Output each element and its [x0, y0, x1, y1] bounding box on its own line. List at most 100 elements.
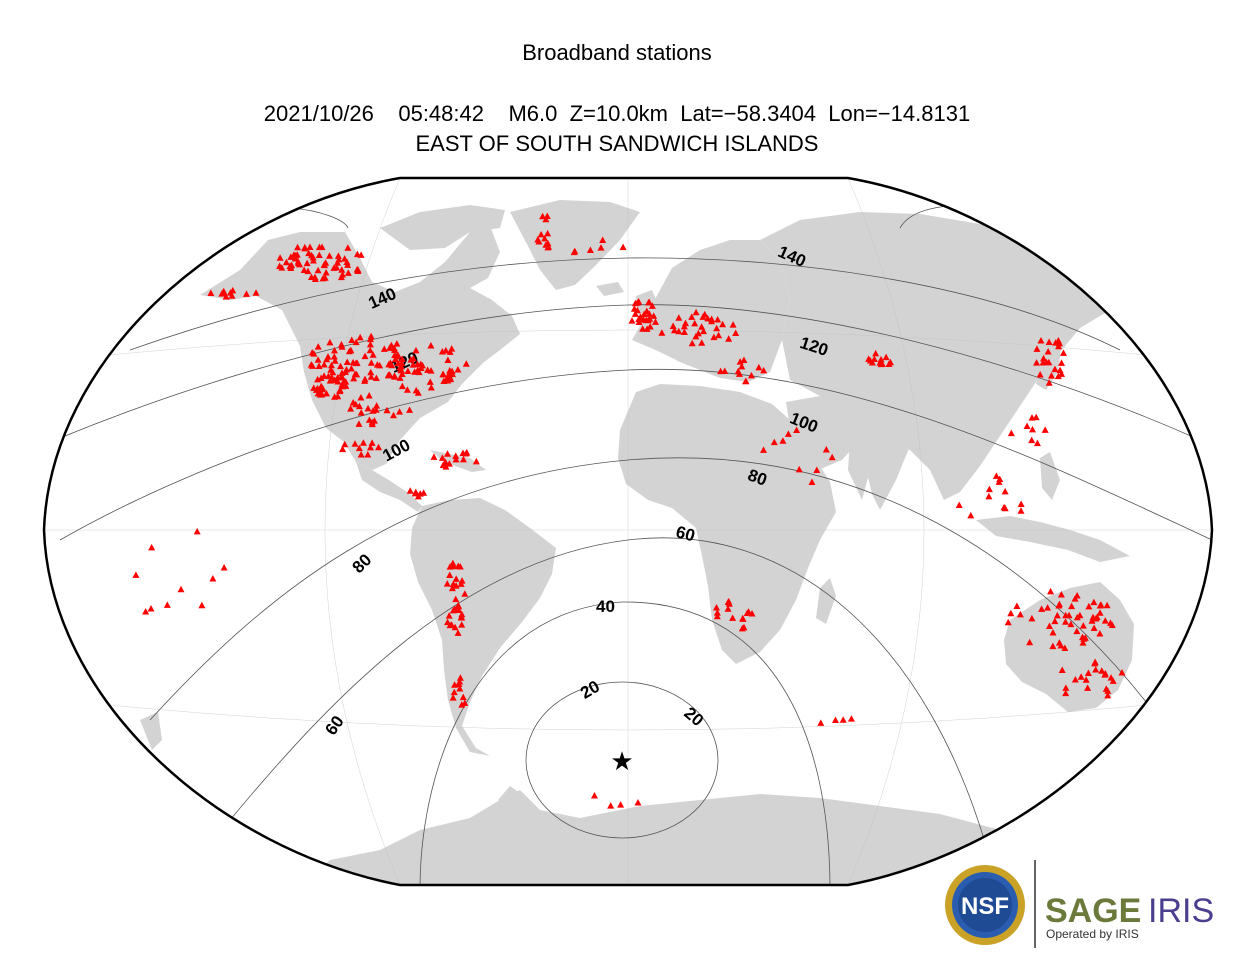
station-triangle-icon — [1047, 587, 1055, 595]
station-triangle-icon — [398, 382, 406, 390]
station-triangle-icon — [356, 333, 364, 341]
station-triangle-icon — [967, 511, 975, 519]
station-triangle-icon — [315, 251, 323, 258]
station-triangle-icon — [1001, 504, 1009, 512]
station-triangle-icon — [1057, 642, 1065, 649]
station-triangle-icon — [373, 402, 381, 409]
station-triangle-icon — [357, 450, 365, 458]
station-triangle-icon — [394, 351, 402, 358]
station-triangle-icon — [309, 257, 317, 264]
station-triangle-icon — [462, 360, 470, 367]
station-triangle-icon — [326, 338, 334, 346]
station-triangle-icon — [644, 316, 652, 324]
station-triangle-icon — [1106, 619, 1114, 626]
station-triangle-icon — [1045, 379, 1053, 386]
station-triangle-icon — [427, 341, 435, 349]
station-triangle-icon — [734, 367, 742, 375]
station-triangle-icon — [334, 373, 342, 381]
station-triangle-icon — [329, 368, 337, 376]
station-triangle-icon — [290, 251, 298, 259]
land-antarctic-peninsula — [498, 786, 524, 812]
station-triangle-icon — [322, 269, 330, 276]
land-africa — [618, 384, 836, 664]
station-triangle-icon — [347, 346, 355, 354]
station-triangle-icon — [1096, 629, 1104, 637]
station-triangle-icon — [454, 601, 462, 609]
station-triangle-icon — [1045, 358, 1053, 366]
land-india — [862, 420, 910, 510]
station-triangle-icon — [348, 336, 356, 343]
station-triangle-icon — [339, 445, 347, 453]
land-philippines — [1040, 452, 1060, 500]
station-triangle-icon — [1045, 338, 1053, 346]
land-south-america — [410, 498, 556, 756]
station-triangle-icon — [354, 267, 362, 275]
station-triangle-icon — [444, 618, 452, 626]
station-triangle-icon — [398, 359, 406, 366]
station-triangle-icon — [985, 485, 993, 493]
station-triangle-icon — [635, 318, 643, 325]
station-triangle-icon — [650, 312, 658, 319]
station-triangle-icon — [719, 320, 727, 328]
land-north-america — [200, 226, 520, 470]
station-triangle-icon — [1077, 673, 1085, 680]
station-triangle-icon — [724, 598, 732, 606]
land-arabia — [786, 396, 860, 470]
station-triangle-icon — [391, 346, 399, 354]
station-triangle-icon — [631, 299, 639, 307]
station-triangle-icon — [365, 416, 373, 423]
station-triangle-icon — [1055, 602, 1063, 609]
station-triangle-icon — [1090, 598, 1098, 606]
station-triangle-icon — [745, 608, 753, 615]
station-triangle-icon — [459, 455, 467, 463]
station-triangle-icon — [822, 446, 830, 453]
station-triangle-icon — [699, 313, 707, 320]
contour-label: 40 — [596, 597, 615, 616]
station-triangle-icon — [132, 571, 140, 578]
station-triangle-icon — [334, 377, 342, 385]
land-antarctica — [300, 790, 1120, 885]
station-triangle-icon — [760, 366, 768, 374]
station-triangle-icon — [369, 351, 377, 358]
station-triangle-icon — [885, 360, 893, 367]
station-triangle-icon — [1104, 691, 1112, 699]
station-triangle-icon — [444, 356, 452, 364]
station-triangle-icon — [698, 339, 706, 346]
station-triangle-icon — [1090, 624, 1098, 632]
station-triangle-icon — [288, 261, 296, 269]
land-new-zealand — [1178, 700, 1200, 742]
station-triangle-icon — [1038, 605, 1046, 612]
station-triangle-icon — [222, 293, 230, 300]
station-triangle-icon — [420, 489, 428, 496]
station-triangle-icon — [543, 212, 551, 220]
station-triangle-icon — [327, 361, 335, 369]
station-triangle-icon — [455, 606, 463, 614]
station-triangle-icon — [713, 324, 721, 332]
station-triangle-icon — [1096, 601, 1104, 609]
land-central-america — [356, 462, 422, 512]
station-triangle-icon — [1039, 359, 1047, 366]
station-triangle-icon — [541, 234, 549, 242]
station-triangle-icon — [450, 688, 458, 696]
station-triangle-icon — [1044, 348, 1052, 355]
station-triangle-icon — [458, 621, 466, 628]
station-triangle-icon — [866, 356, 874, 364]
station-triangle-icon — [318, 390, 326, 398]
station-triangle-icon — [426, 378, 434, 385]
station-triangle-icon — [619, 243, 627, 251]
station-triangle-icon — [393, 340, 401, 347]
station-triangle-icon — [384, 371, 392, 379]
station-triangle-icon — [404, 367, 412, 374]
station-triangle-icon — [452, 452, 460, 459]
station-triangle-icon — [658, 329, 666, 336]
station-triangle-icon — [355, 420, 363, 427]
station-triangle-icon — [330, 352, 338, 360]
station-triangle-icon — [226, 289, 234, 296]
station-triangle-icon — [691, 319, 699, 327]
station-triangle-icon — [220, 563, 228, 571]
station-triangle-icon — [446, 367, 454, 374]
station-triangle-icon — [1118, 668, 1126, 676]
station-triangle-icon — [444, 450, 452, 457]
station-triangle-icon — [380, 345, 388, 352]
station-triangle-icon — [338, 343, 346, 350]
